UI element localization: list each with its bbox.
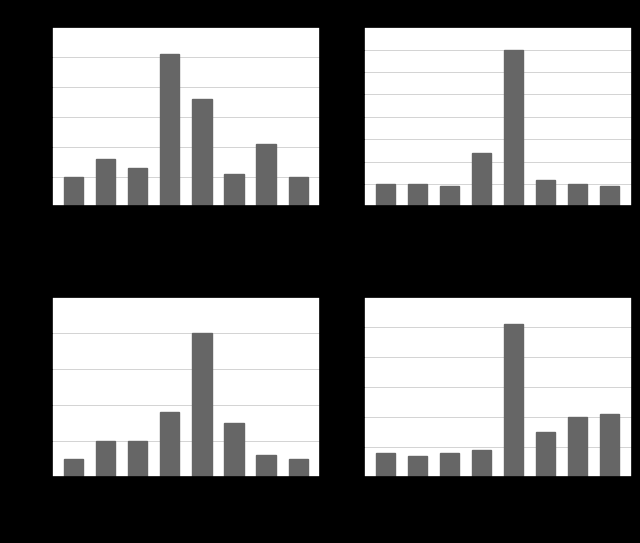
Bar — [536, 432, 556, 477]
Bar — [160, 54, 179, 206]
X-axis label: Hours: Hours — [477, 251, 518, 264]
Bar — [376, 184, 395, 206]
Bar — [600, 186, 620, 206]
Bar — [440, 186, 459, 206]
Y-axis label: The percentage of workers: The percentage of workers — [15, 42, 25, 192]
X-axis label: Hours: Hours — [165, 251, 207, 264]
Bar — [257, 455, 276, 477]
Bar — [64, 176, 83, 206]
Bar — [289, 459, 308, 477]
Bar — [408, 456, 427, 477]
Bar — [160, 412, 179, 477]
Bar — [192, 333, 212, 477]
X-axis label: Hours: Hours — [477, 522, 518, 535]
Bar — [408, 184, 427, 206]
Title: Denmark: Denmark — [459, 8, 536, 23]
Bar — [225, 423, 244, 477]
Bar — [568, 417, 588, 477]
Title: France: France — [157, 8, 214, 23]
Bar — [64, 459, 83, 477]
Y-axis label: The percentage of workers: The percentage of workers — [327, 312, 337, 462]
Bar — [128, 168, 147, 206]
Y-axis label: The percentage of workers: The percentage of workers — [8, 312, 19, 462]
Bar — [96, 441, 115, 477]
Bar — [96, 159, 115, 206]
Bar — [472, 153, 491, 206]
Bar — [128, 441, 147, 477]
Bar — [536, 180, 556, 206]
Bar — [504, 49, 524, 206]
Title: Sweden: Sweden — [152, 279, 220, 293]
Title: The UK: The UK — [467, 279, 528, 293]
Bar — [568, 184, 588, 206]
X-axis label: Hours: Hours — [165, 522, 207, 535]
Bar — [192, 99, 212, 206]
Bar — [289, 176, 308, 206]
Bar — [472, 450, 491, 477]
Y-axis label: The percentage of workers: The percentage of workers — [327, 42, 337, 192]
Bar — [504, 324, 524, 477]
Bar — [225, 174, 244, 206]
Bar — [257, 144, 276, 206]
Bar — [440, 453, 459, 477]
Bar — [376, 453, 395, 477]
Bar — [600, 414, 620, 477]
